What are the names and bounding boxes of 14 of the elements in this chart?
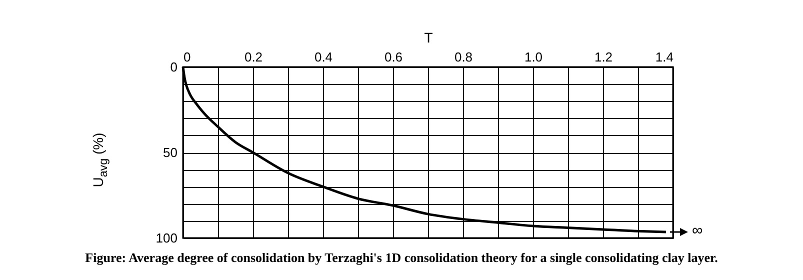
x-tick-label: 1.0 — [524, 50, 543, 64]
x-tick-label: 0.2 — [244, 50, 263, 64]
y-tick-label: 0 — [170, 60, 178, 74]
x-tick-label: 0.4 — [314, 50, 333, 64]
text: ∞ — [692, 222, 703, 239]
x-axis-title: T — [424, 30, 434, 46]
x-tick-label: 0 — [184, 50, 191, 64]
y-tick-label: 100 — [156, 230, 178, 246]
text: Figure: Average degree of consolidation by Terzaghi's 1D consolidation theory for a single consolidating clay layer. — [84, 250, 719, 266]
x-tick-label: 0.8 — [454, 50, 473, 64]
x-tick-label: 0.6 — [384, 50, 403, 64]
x-tick-label: 1.2 — [594, 50, 613, 64]
y-tick-label: 50 — [163, 145, 178, 160]
x-tick-label: 1.4 — [655, 50, 674, 64]
